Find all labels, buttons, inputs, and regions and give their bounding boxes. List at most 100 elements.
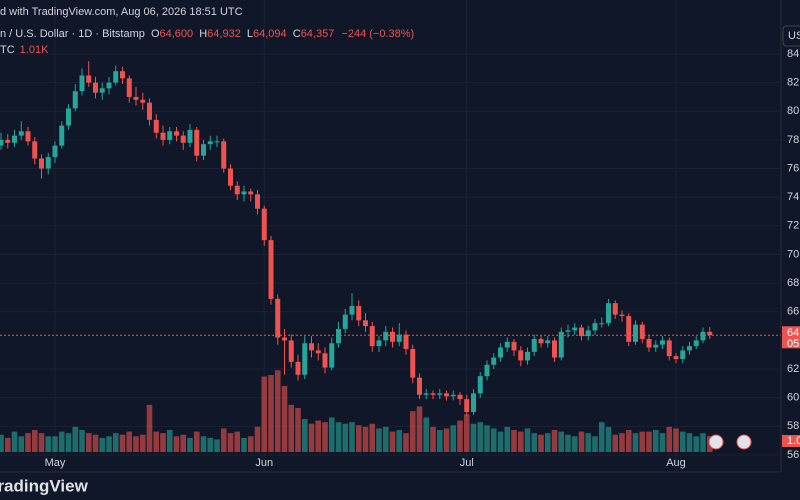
volume-bar	[443, 428, 450, 452]
volume-bar	[207, 437, 214, 452]
candle-body	[45, 157, 51, 169]
candle-body	[417, 377, 422, 395]
volume-bar	[146, 404, 153, 452]
volume-bar	[261, 376, 268, 452]
candle-body	[282, 337, 287, 341]
candle-body	[552, 340, 557, 358]
volume-bar	[659, 433, 666, 452]
y-tick-label: 56,000	[787, 449, 800, 461]
candle-body	[646, 338, 652, 348]
candle-body	[167, 131, 173, 140]
candle-body	[680, 350, 686, 360]
volume-bar	[241, 437, 247, 452]
candle-body	[376, 340, 382, 347]
volume-bar	[301, 419, 308, 452]
volume-bar	[679, 431, 686, 452]
candle-body	[538, 338, 544, 344]
volume-bar	[558, 431, 565, 452]
candle-body	[329, 343, 335, 368]
volume-bar	[403, 433, 409, 452]
last-price-tag	[782, 326, 800, 349]
volume-bar	[25, 433, 31, 452]
candle-body	[450, 394, 456, 397]
candle-body	[221, 141, 227, 169]
y-tick-label: 62,000	[787, 363, 800, 375]
candle-body	[174, 131, 179, 136]
volume-bar	[281, 386, 288, 452]
y-tick-label: 58,000	[787, 420, 800, 432]
volume-bar	[0, 434, 4, 452]
volume-bar	[490, 428, 497, 452]
candle-body	[687, 346, 692, 351]
candle-body	[288, 340, 294, 362]
volume-bar	[470, 423, 477, 452]
volume-bar	[31, 430, 38, 452]
volume-bar	[497, 431, 504, 452]
volume-bar	[565, 434, 571, 452]
volume-bar	[686, 433, 693, 452]
currency-button[interactable]	[782, 25, 800, 47]
event-icon[interactable]	[708, 434, 724, 450]
candle-body	[531, 338, 537, 352]
event-icon[interactable]	[736, 434, 752, 450]
volume-bar	[160, 433, 166, 452]
volume-bar	[693, 436, 700, 452]
candle-body	[79, 75, 85, 92]
candle-body	[639, 324, 645, 339]
candle-body	[633, 324, 638, 342]
volume-bar	[112, 433, 119, 452]
volume-bar	[585, 433, 592, 452]
volume-bar	[85, 433, 92, 452]
candle-body	[160, 132, 166, 140]
volume-bar	[153, 431, 160, 452]
candle-body	[572, 327, 578, 331]
x-tick-label: Jul	[460, 457, 474, 469]
candle-body	[585, 330, 591, 337]
candle-body	[187, 129, 193, 143]
volume-bar	[544, 433, 551, 452]
volume-bar	[463, 414, 470, 452]
candle-body	[707, 331, 713, 336]
volume-bar	[173, 436, 180, 452]
volume-legend: TC 1.01K	[0, 44, 49, 56]
volume-bar	[254, 426, 261, 452]
volume-bar	[295, 408, 301, 452]
volume-bar	[666, 426, 673, 452]
volume-tag	[782, 435, 800, 447]
candle-body	[579, 327, 584, 337]
volume-bar	[700, 433, 706, 452]
candle-body	[356, 306, 362, 321]
candle-body	[592, 323, 598, 331]
volume-bar	[106, 436, 112, 452]
candle-body	[403, 334, 409, 349]
event-icons	[708, 434, 752, 450]
candle-body	[268, 240, 274, 299]
volume-bar	[362, 426, 369, 452]
candle-body	[255, 194, 260, 209]
y-tick-label: 66,000	[787, 306, 800, 318]
x-tick-label: Jun	[255, 457, 273, 469]
candle-body	[477, 376, 483, 394]
y-tick-label: 60,000	[787, 392, 800, 404]
candle-body	[133, 96, 139, 100]
candle-body	[39, 158, 44, 169]
volume-bar	[58, 431, 65, 452]
volume-bar	[396, 430, 403, 452]
currency[interactable]: US	[788, 30, 800, 42]
candle-body	[214, 141, 220, 143]
volume-bar	[187, 437, 193, 452]
candle-body	[444, 393, 449, 397]
volume-bar	[220, 428, 227, 452]
volume-bar	[11, 431, 18, 452]
candle-body	[606, 303, 611, 324]
volume-bar	[578, 431, 585, 452]
candle-body	[410, 348, 416, 378]
candle-body	[153, 119, 159, 133]
candle-body	[342, 314, 348, 329]
candle-body	[86, 75, 92, 83]
y-tick-label: 68,000	[787, 277, 800, 289]
candle-body	[363, 320, 368, 327]
candle-body	[295, 361, 301, 375]
volume-bar	[200, 436, 207, 452]
